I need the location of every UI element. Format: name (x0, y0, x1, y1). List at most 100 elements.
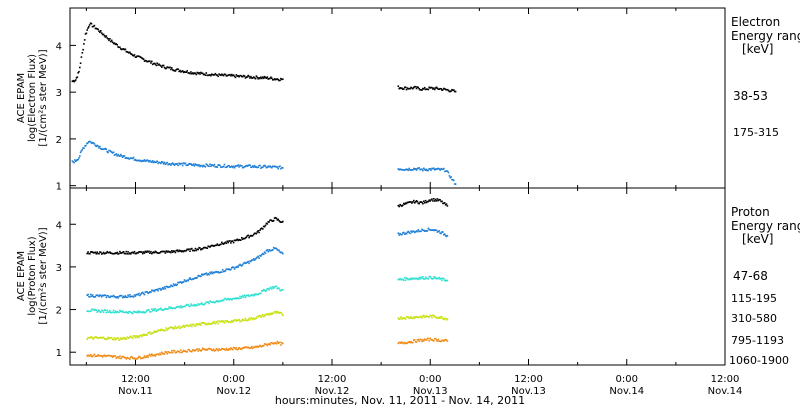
data-point (202, 164, 205, 167)
data-point (109, 309, 111, 312)
data-point (421, 201, 423, 204)
data-point (453, 183, 456, 185)
data-point (402, 204, 404, 207)
data-point (240, 165, 242, 167)
data-point (436, 87, 439, 90)
data-point (265, 289, 268, 292)
data-point (418, 340, 420, 342)
data-point (175, 284, 178, 287)
data-point (439, 278, 441, 280)
data-point (93, 251, 96, 254)
data-point (253, 259, 256, 261)
data-point (97, 354, 99, 356)
data-point (253, 164, 256, 167)
data-point (131, 312, 133, 314)
data-point (209, 163, 211, 165)
data-point (151, 60, 153, 63)
data-point (234, 239, 237, 242)
data-point (241, 165, 243, 167)
data-point (157, 309, 159, 311)
data-point (150, 160, 152, 163)
data-point (403, 279, 405, 282)
data-point (214, 166, 217, 168)
electron-legend-175-315: 175-315 (733, 126, 779, 139)
data-point (108, 296, 110, 298)
data-point (242, 296, 245, 298)
data-point (201, 302, 203, 304)
data-point (196, 324, 199, 326)
data-point (122, 311, 125, 314)
data-point (170, 306, 172, 309)
data-point (437, 167, 440, 170)
data-point (412, 278, 414, 280)
data-point (99, 354, 101, 357)
data-point (105, 355, 108, 357)
data-point (148, 292, 150, 294)
data-point (423, 316, 426, 318)
data-point (415, 277, 418, 280)
data-point (244, 346, 247, 348)
data-point (436, 277, 439, 280)
proton-y-label: ACE EPAM log(Proton Flux) [1/(cm²s ster … (16, 227, 49, 324)
data-point (169, 163, 171, 165)
data-point (201, 248, 204, 250)
data-point (151, 308, 153, 310)
data-point (440, 277, 442, 280)
data-point (231, 348, 233, 350)
data-point (130, 53, 132, 55)
data-point (421, 168, 423, 170)
data-point (241, 166, 244, 169)
data-point (129, 358, 131, 360)
data-point (431, 229, 433, 231)
data-point (230, 268, 232, 271)
data-point (74, 79, 77, 81)
data-point (191, 249, 194, 252)
data-point (414, 316, 417, 318)
data-point (105, 252, 108, 254)
data-point (156, 252, 158, 254)
data-point (413, 317, 416, 319)
data-point (91, 294, 94, 296)
data-point (101, 33, 104, 36)
data-point (205, 247, 208, 249)
data-point (118, 357, 120, 359)
data-point (206, 247, 209, 249)
data-point (278, 219, 280, 222)
data-point (437, 338, 440, 341)
data-point (166, 308, 168, 310)
data-point (197, 350, 199, 352)
data-point (173, 69, 176, 72)
data-point (108, 251, 110, 254)
data-point (230, 347, 232, 349)
data-point (263, 75, 266, 78)
data-point (73, 161, 75, 164)
data-point (257, 230, 259, 232)
data-point (413, 339, 416, 341)
data-point (172, 307, 175, 309)
data-point (110, 355, 112, 357)
data-point (206, 349, 209, 351)
data-point (84, 145, 86, 147)
data-point (162, 329, 165, 332)
data-point (439, 199, 441, 201)
data-point (199, 349, 201, 352)
data-point (177, 350, 179, 352)
data-point (185, 249, 188, 252)
data-point (177, 306, 179, 308)
data-point (438, 168, 440, 170)
data-point (272, 249, 274, 251)
data-point (221, 166, 223, 168)
x-tick-time: 12:00 (514, 374, 543, 385)
data-point (100, 32, 103, 34)
data-point (269, 77, 271, 80)
data-point (411, 277, 413, 279)
data-point (162, 288, 165, 290)
data-point (160, 65, 162, 67)
data-point (178, 162, 180, 165)
data-point (448, 90, 451, 93)
data-point (129, 336, 131, 338)
data-point (166, 161, 168, 164)
data-point (200, 350, 202, 352)
data-point (202, 273, 205, 276)
data-point (184, 71, 187, 73)
